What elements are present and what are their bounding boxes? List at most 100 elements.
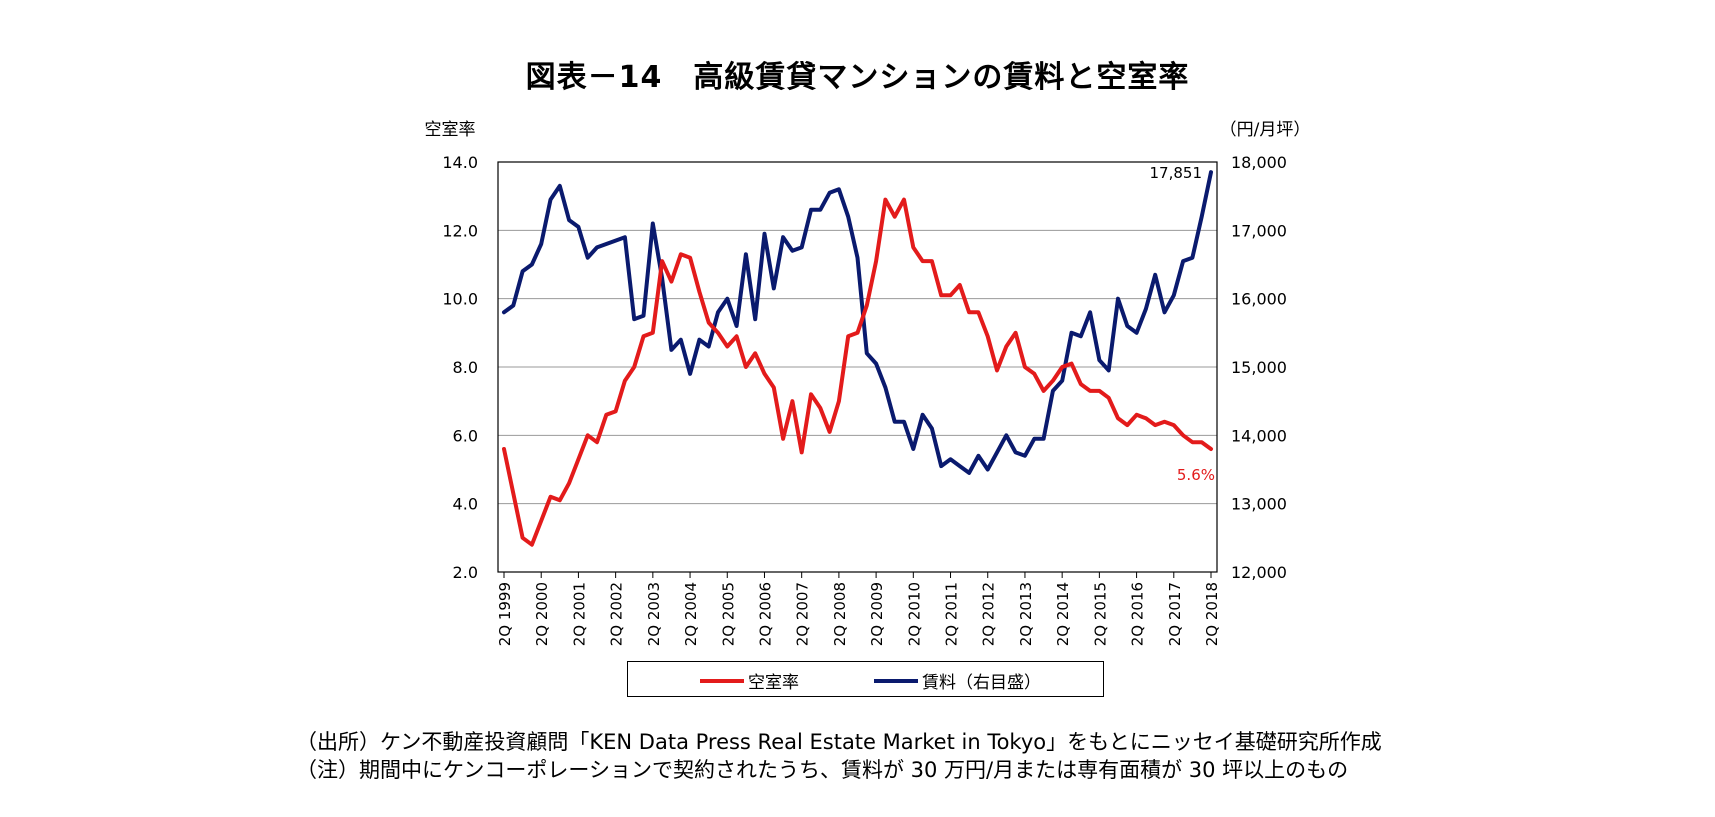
data-point bbox=[893, 215, 897, 219]
data-point bbox=[586, 433, 590, 437]
x-tick-label: 2Q 2007 bbox=[794, 582, 812, 646]
data-point bbox=[790, 249, 794, 253]
chart-title: 図表－14 高級賃貸マンションの賃料と空室率 bbox=[525, 60, 1190, 95]
data-point bbox=[623, 379, 627, 383]
left-tick-label: 6.0 bbox=[453, 426, 478, 445]
x-tick-label: 2Q 2011 bbox=[943, 582, 961, 646]
data-point bbox=[800, 245, 804, 249]
data-point bbox=[642, 314, 645, 318]
data-point bbox=[604, 242, 608, 246]
data-point bbox=[716, 331, 720, 335]
data-point bbox=[1125, 324, 1129, 328]
data-point bbox=[874, 362, 878, 366]
x-tick-label: 2Q 2002 bbox=[608, 582, 626, 646]
data-point bbox=[1004, 345, 1008, 348]
data-point bbox=[949, 293, 952, 297]
points-rent bbox=[502, 170, 1213, 475]
data-point bbox=[893, 420, 897, 424]
right-axis-label: （円/月坪） bbox=[1220, 120, 1311, 140]
right-axis: 18,000 17,000 16,000 15,000 14,000 13,000 12,0… bbox=[1231, 153, 1287, 582]
data-point bbox=[976, 454, 980, 458]
data-point bbox=[1042, 437, 1046, 441]
data-point bbox=[967, 471, 971, 475]
data-point bbox=[669, 348, 673, 352]
x-tick-label: 2Q 2006 bbox=[756, 582, 774, 646]
data-point bbox=[911, 245, 915, 249]
x-tick-label: 2Q 2000 bbox=[533, 582, 551, 646]
data-point bbox=[1172, 423, 1176, 427]
right-tick-label: 13,000 bbox=[1231, 495, 1287, 514]
data-point bbox=[995, 450, 999, 454]
x-tick-label: 2Q 2016 bbox=[1129, 582, 1147, 646]
data-point bbox=[1172, 293, 1176, 297]
data-point bbox=[1181, 259, 1185, 263]
data-point bbox=[1079, 334, 1083, 338]
data-point bbox=[930, 259, 934, 263]
data-point bbox=[1125, 423, 1129, 427]
data-point bbox=[697, 290, 701, 294]
data-point bbox=[735, 334, 739, 338]
data-point bbox=[939, 293, 943, 297]
data-point bbox=[753, 317, 757, 321]
data-point bbox=[800, 450, 804, 454]
data-point bbox=[856, 256, 859, 260]
x-tick-label: 2Q 2010 bbox=[905, 582, 923, 646]
data-point bbox=[632, 365, 636, 369]
data-point bbox=[1060, 365, 1064, 369]
x-tick-label: 2Q 2014 bbox=[1054, 582, 1072, 646]
data-point bbox=[1079, 382, 1083, 386]
data-point bbox=[651, 222, 655, 225]
data-point bbox=[874, 259, 878, 263]
data-point bbox=[1135, 331, 1139, 335]
points-vacancy bbox=[502, 198, 1213, 547]
data-point bbox=[623, 235, 627, 239]
data-point bbox=[725, 297, 729, 301]
data-point bbox=[632, 317, 636, 321]
data-point bbox=[1088, 389, 1092, 393]
x-tick-label: 2Q 2018 bbox=[1203, 582, 1221, 646]
data-point bbox=[744, 252, 748, 256]
data-point bbox=[688, 372, 692, 376]
data-point bbox=[995, 368, 999, 372]
data-point bbox=[790, 399, 794, 403]
data-point bbox=[1209, 170, 1213, 174]
source-note: （出所）ケン不動産投資顧問「KEN Data Press Real Estate… bbox=[296, 730, 1382, 754]
data-point bbox=[939, 464, 943, 468]
data-point bbox=[967, 310, 971, 314]
data-point bbox=[921, 413, 925, 417]
left-axis: 14.0 12.0 10.0 8.0 6.0 4.0 2.0 bbox=[442, 153, 478, 582]
legend-label-rent: 賃料（右目盛） bbox=[922, 673, 1041, 693]
x-tick-label: 2Q 2001 bbox=[570, 582, 588, 646]
legend-swatch-rent bbox=[874, 679, 918, 683]
x-tick-label: 2Q 2004 bbox=[682, 582, 700, 646]
right-tick-label: 15,000 bbox=[1231, 358, 1287, 377]
data-point bbox=[1163, 310, 1166, 314]
data-point bbox=[502, 447, 506, 451]
data-point bbox=[781, 235, 785, 239]
data-point bbox=[530, 543, 534, 547]
data-point bbox=[651, 331, 655, 335]
right-tick-label: 17,000 bbox=[1231, 221, 1287, 240]
data-point bbox=[725, 345, 729, 348]
data-point bbox=[1032, 372, 1036, 376]
x-tick-label: 2Q 2017 bbox=[1166, 582, 1184, 646]
x-tick-label: 2Q 2012 bbox=[980, 582, 998, 646]
data-point bbox=[763, 372, 766, 376]
data-point bbox=[781, 437, 785, 441]
data-point bbox=[1163, 420, 1166, 424]
x-tick-label: 2Q 2003 bbox=[645, 582, 663, 646]
right-tick-label: 12,000 bbox=[1231, 563, 1287, 582]
x-axis: 2Q 1999 2Q 2000 2Q 2001 2Q 2002 2Q 2003 2Q 20… bbox=[496, 572, 1221, 646]
legend-label-vacancy: 空室率 bbox=[748, 673, 799, 693]
data-point bbox=[1023, 365, 1027, 369]
data-point bbox=[837, 399, 841, 403]
left-tick-label: 4.0 bbox=[453, 495, 478, 514]
data-point bbox=[511, 491, 515, 495]
data-point bbox=[828, 430, 832, 434]
data-point bbox=[846, 215, 850, 219]
left-tick-label: 8.0 bbox=[453, 358, 478, 377]
series bbox=[502, 170, 1213, 547]
data-point bbox=[1209, 447, 1213, 451]
data-point bbox=[949, 457, 952, 461]
